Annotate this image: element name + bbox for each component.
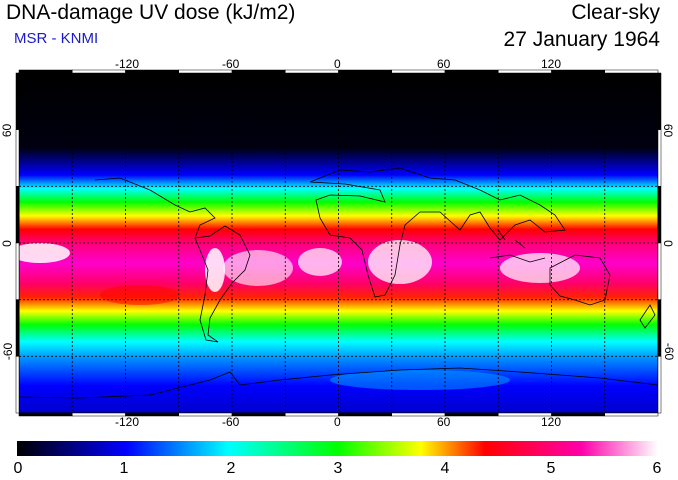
- lon-label-bottom: -60: [222, 415, 240, 429]
- lon-label-bottom: 120: [541, 415, 562, 429]
- frame-tick-bar: [18, 412, 73, 417]
- frame-tick-bar: [657, 129, 662, 187]
- frame-tick-bar: [231, 412, 286, 417]
- lon-label-bottom: 60: [437, 415, 451, 429]
- colorbar-label: 6: [652, 460, 662, 477]
- frame-tick-bars: [15, 69, 662, 417]
- australia-coastline: [549, 254, 611, 306]
- hotspot-patch: [368, 240, 432, 284]
- frame-tick-bar: [15, 356, 20, 414]
- date-label: 27 January 1964: [503, 28, 660, 51]
- lat-label-right: 0: [660, 240, 675, 247]
- colorbar-label: 1: [119, 460, 129, 477]
- frame-tick-bar: [657, 186, 662, 244]
- island-coastlines: [489, 229, 546, 263]
- frame-tick-bar: [15, 72, 20, 130]
- frame-tick-bar: [657, 242, 662, 300]
- colorbar-label: 5: [546, 460, 556, 477]
- frame-tick-bar: [285, 69, 339, 74]
- hotspot-patch: [500, 253, 580, 283]
- frame-tick-bar: [231, 69, 286, 74]
- frame-tick-bar: [338, 412, 392, 417]
- colorbar-label: 3: [333, 460, 343, 477]
- frame-tick-bar: [657, 299, 662, 357]
- map-title: DNA-damage UV dose (kJ/m2): [6, 1, 296, 24]
- africa-eurasia-coastline: [309, 167, 566, 298]
- frame-tick-bar: [657, 356, 662, 414]
- frame-tick-bar: [604, 412, 659, 417]
- lon-label-top: 0: [334, 57, 341, 71]
- band-patch: [330, 370, 510, 390]
- source-label: MSR - KNMI: [14, 30, 99, 47]
- colorbar-label: 0: [13, 460, 23, 477]
- lon-label-top: -120: [115, 57, 140, 71]
- lat-label-right: -60: [662, 342, 677, 361]
- frame-tick-bar: [338, 69, 392, 74]
- sky-condition-label: Clear-sky: [571, 1, 660, 24]
- frame-tick-bar: [657, 72, 662, 130]
- lon-label-bottom: -120: [115, 415, 140, 429]
- frame-tick-bar: [15, 242, 20, 300]
- colorbar-label: 2: [226, 460, 236, 477]
- lat-label-left: 0: [0, 240, 14, 247]
- frame-tick-bar: [444, 412, 499, 417]
- frame-tick-bar: [604, 69, 659, 74]
- lon-label-top: 120: [541, 57, 562, 71]
- lon-label-top: -60: [222, 57, 240, 71]
- hotspot-patch: [298, 248, 342, 276]
- frame-tick-bar: [444, 69, 499, 74]
- lat-label-right: 60: [661, 123, 676, 138]
- hotspot-patch: [19, 243, 70, 263]
- graticule: [19, 73, 658, 413]
- coastlines: [19, 167, 658, 399]
- hotspot-patch: [223, 250, 293, 286]
- frame-tick-bar: [15, 299, 20, 357]
- band-patch: [100, 285, 180, 305]
- colorbar-label: 4: [440, 460, 450, 477]
- americas-coastline: [94, 177, 251, 343]
- frame-tick-bar: [15, 129, 20, 187]
- colorbar: [17, 441, 658, 456]
- antarctica-coastline: [19, 367, 658, 399]
- frame-tick-bar: [285, 412, 339, 417]
- hotspot-patch: [205, 248, 225, 292]
- frame-tick-bar: [18, 69, 73, 74]
- lon-label-bottom: 0: [334, 415, 341, 429]
- frame-tick-bar: [15, 186, 20, 244]
- lat-label-left: 60: [0, 123, 15, 138]
- lon-label-top: 60: [437, 57, 451, 71]
- lat-label-left: -60: [1, 342, 16, 361]
- new-zealand-coastline: [639, 304, 656, 329]
